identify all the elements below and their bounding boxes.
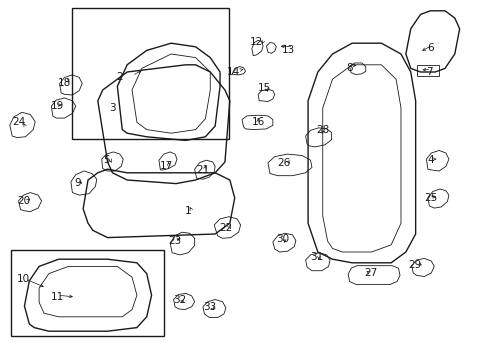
Text: 29: 29 [407,260,421,270]
Text: 28: 28 [315,125,329,135]
Text: 19: 19 [51,101,64,111]
Text: 23: 23 [168,236,182,246]
Text: 14: 14 [226,67,240,77]
Text: 13: 13 [281,45,295,55]
Text: 1: 1 [184,206,191,216]
Text: 18: 18 [58,78,71,88]
Text: 5: 5 [103,155,110,165]
Text: 26: 26 [276,158,290,168]
Text: 2: 2 [116,72,123,82]
Text: 11: 11 [51,292,64,302]
Text: 10: 10 [17,274,30,284]
Text: 6: 6 [426,42,433,53]
Text: 8: 8 [346,63,352,73]
Text: 33: 33 [202,302,216,312]
Text: 24: 24 [12,117,25,127]
Text: 7: 7 [425,67,432,77]
Text: 32: 32 [173,294,186,305]
Text: 3: 3 [109,103,116,113]
Text: 20: 20 [17,196,30,206]
Text: 31: 31 [309,252,323,262]
Text: 21: 21 [196,165,209,175]
Text: 9: 9 [74,178,81,188]
Text: 22: 22 [219,222,232,233]
Text: 25: 25 [424,193,437,203]
Text: 12: 12 [249,37,263,48]
Text: 16: 16 [251,117,264,127]
Text: 4: 4 [426,155,433,165]
Text: 15: 15 [257,83,270,93]
Text: 30: 30 [276,234,288,244]
Text: 27: 27 [363,268,377,278]
Text: 17: 17 [159,161,173,171]
